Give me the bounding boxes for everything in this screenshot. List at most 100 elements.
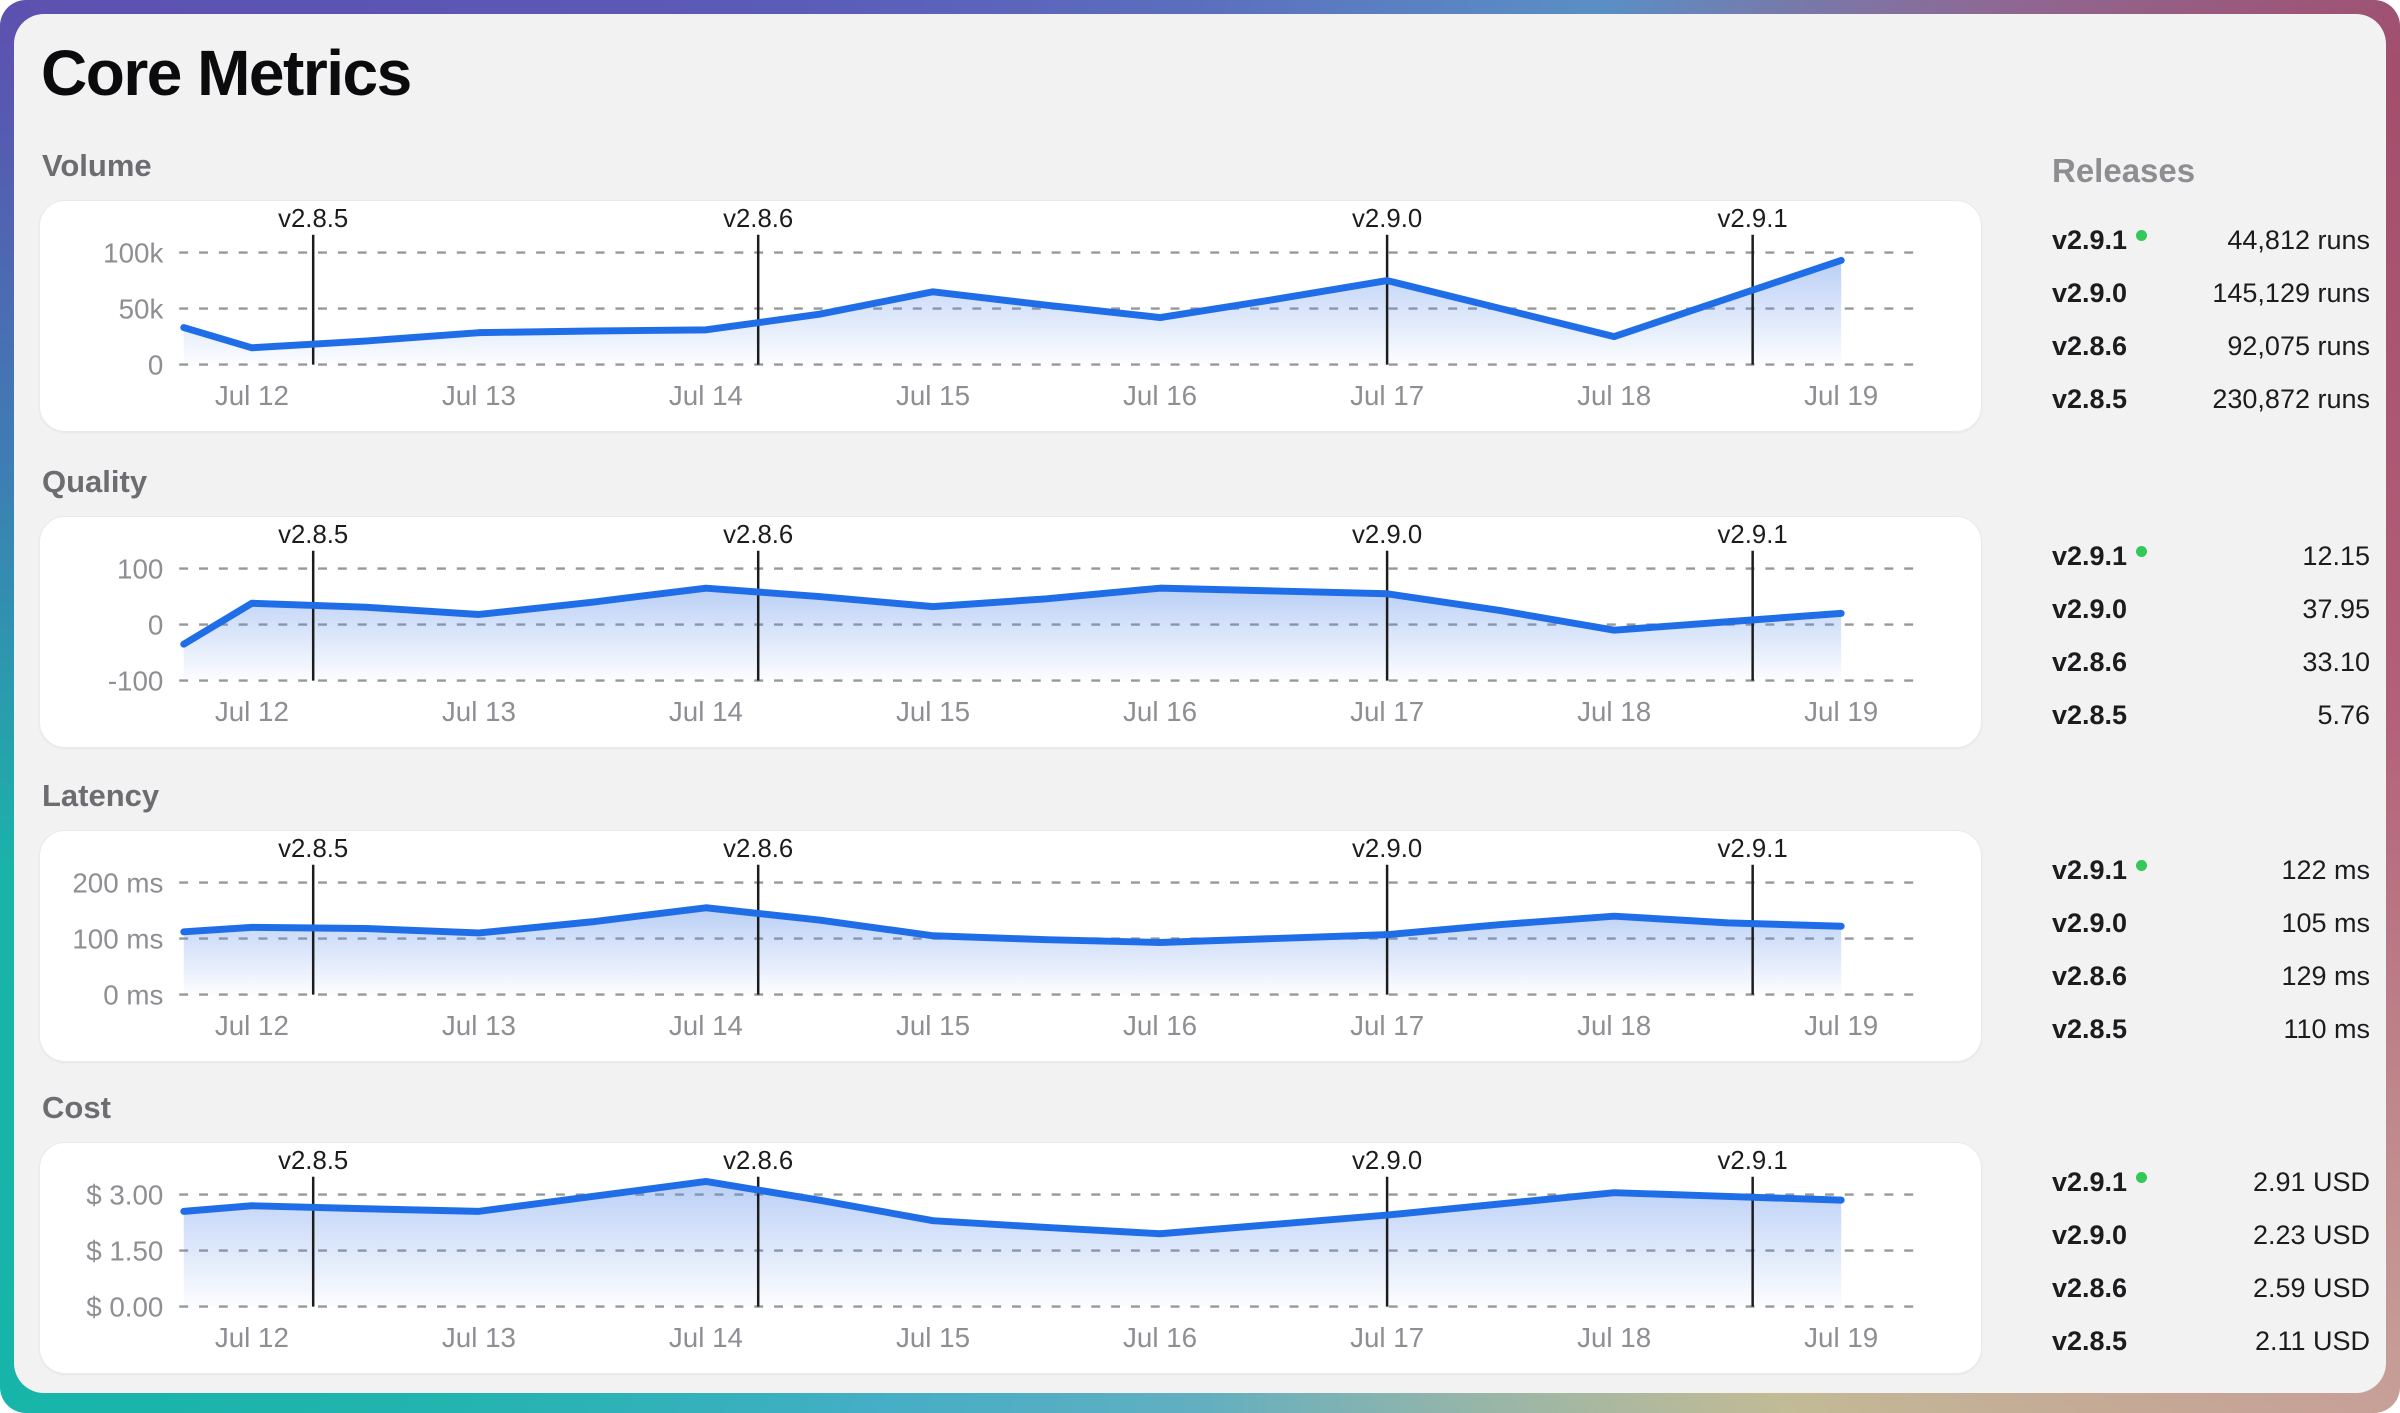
release-marker-label: v2.9.0 — [1352, 835, 1422, 863]
x-tick-label: Jul 14 — [669, 1322, 743, 1353]
x-tick-label: Jul 17 — [1350, 1322, 1424, 1353]
x-tick-label: Jul 18 — [1577, 380, 1651, 411]
x-tick-label: Jul 19 — [1804, 1322, 1878, 1353]
latency-chart-card: 200 ms 100 ms 0 ms Jul 12 Jul 13 Jul 14 Jul 15… — [39, 830, 1982, 1062]
x-tick-label: Jul 12 — [215, 696, 289, 727]
release-stat-row: v2.9.0 2.23 USD — [2034, 1209, 2378, 1262]
latency-section-label: Latency — [42, 778, 160, 813]
release-version-label: v2.9.0 — [2052, 1220, 2128, 1250]
release-stat-row: v2.8.6 129 ms — [2034, 950, 2378, 1003]
x-tick-label: Jul 13 — [442, 1322, 516, 1353]
release-marker-label: v2.9.1 — [1718, 521, 1788, 549]
latest-release-dot — [2136, 860, 2148, 871]
latest-release-dot — [2136, 546, 2148, 557]
latency-release-stats: v2.9.1 122 ms v2.9.0 105 ms v2.8.6 129 m… — [2034, 844, 2378, 1056]
release-version-label: v2.9.1 — [2052, 855, 2148, 886]
release-stat-value: 33.10 — [2302, 647, 2370, 677]
area-fill — [183, 260, 1842, 365]
y-tick-label: 100 ms — [72, 923, 163, 954]
release-version-label: v2.8.6 — [2052, 647, 2128, 677]
release-marker-label: v2.9.0 — [1352, 1147, 1422, 1175]
release-stat-value: 2.23 USD — [2252, 1220, 2370, 1250]
release-marker-label: v2.8.6 — [723, 1147, 793, 1175]
quality-section-label: Quality — [42, 464, 148, 499]
release-stat-value: 110 ms — [2283, 1014, 2370, 1044]
x-tick-label: Jul 19 — [1804, 380, 1878, 411]
x-tick-label: Jul 15 — [896, 1322, 970, 1353]
area-fill — [183, 1181, 1842, 1307]
x-tick-label: Jul 19 — [1804, 696, 1878, 727]
x-tick-label: Jul 16 — [1123, 1322, 1197, 1353]
release-version-label: v2.9.1 — [2052, 541, 2148, 572]
release-stat-row: v2.9.1 12.15 — [2034, 530, 2378, 583]
series-line — [180, 904, 1845, 946]
cost-chart-card: $ 3.00 $ 1.50 $ 0.00 Jul 12 Jul 13 Jul 14 Jul … — [39, 1142, 1982, 1374]
x-tick-label: Jul 19 — [1804, 1010, 1878, 1041]
x-tick-label: Jul 15 — [896, 1010, 970, 1041]
area-fill — [183, 907, 1842, 995]
x-tick-label: Jul 13 — [442, 380, 516, 411]
release-stat-row: v2.8.5 2.11 USD — [2034, 1315, 2378, 1368]
release-stat-row: v2.9.0 105 ms — [2034, 897, 2378, 950]
area-fill — [183, 588, 1842, 681]
x-tick-label: Jul 12 — [215, 1010, 289, 1041]
release-version-label: v2.8.5 — [2052, 1326, 2128, 1356]
y-tick-label: 100 — [117, 553, 163, 584]
release-stat-row: v2.9.1 122 ms — [2034, 844, 2378, 897]
x-tick-label: Jul 17 — [1350, 380, 1424, 411]
y-tick-label: $ 0.00 — [86, 1291, 163, 1322]
release-stat-row: v2.8.6 92,075 runs — [2034, 320, 2378, 373]
volume-chart: 100k 50k 0 Jul 12 Jul 13 Jul 14 Jul 15 Jul 16 Ju… — [103, 205, 1917, 411]
release-version-label: v2.8.5 — [2052, 384, 2128, 414]
x-tick-label: Jul 15 — [896, 380, 970, 411]
cost-section-label: Cost — [42, 1090, 111, 1125]
release-stat-value: 105 ms — [2281, 908, 2370, 938]
release-marker-label: v2.9.1 — [1718, 835, 1788, 863]
page-title: Core Metrics — [41, 37, 412, 109]
x-tick-label: Jul 13 — [442, 1010, 516, 1041]
release-stat-value: 44,812 runs — [2227, 225, 2370, 255]
release-marker-label: v2.9.1 — [1718, 205, 1788, 233]
latest-release-dot — [2136, 1172, 2148, 1183]
release-marker-label: v2.8.6 — [723, 835, 793, 863]
series-line — [180, 584, 1845, 648]
x-tick-label: Jul 14 — [669, 380, 743, 411]
release-marker-label: v2.8.5 — [278, 205, 348, 233]
releases-heading: Releases — [2052, 152, 2196, 189]
x-tick-label: Jul 13 — [442, 696, 516, 727]
x-tick-label: Jul 12 — [215, 380, 289, 411]
latest-release-dot — [2136, 230, 2148, 241]
series-line — [180, 256, 1845, 352]
release-stat-value: 2.59 USD — [2252, 1273, 2370, 1303]
y-tick-label: 100k — [103, 237, 163, 268]
y-tick-label: -100 — [108, 665, 164, 696]
release-version-label: v2.9.1 — [2052, 1167, 2148, 1198]
release-version-label: v2.8.5 — [2052, 1014, 2128, 1044]
release-stat-value: 92,075 runs — [2227, 331, 2370, 361]
release-version-label: v2.8.6 — [2052, 961, 2128, 991]
release-stat-value: 5.76 — [2317, 700, 2370, 730]
x-tick-label: Jul 18 — [1577, 696, 1651, 727]
y-tick-label: $ 3.00 — [86, 1179, 163, 1210]
quality-chart: 100 0 -100 Jul 12 Jul 13 Jul 14 Jul 15 Jul 16 Ju… — [108, 521, 1917, 727]
release-stat-value: 145,129 runs — [2212, 278, 2370, 308]
release-marker-label: v2.8.5 — [278, 1147, 348, 1175]
release-version-label: v2.8.5 — [2052, 700, 2128, 730]
cost-release-stats: v2.9.1 2.91 USD v2.9.0 2.23 USD v2.8.6 2… — [2034, 1156, 2378, 1368]
volume-section-label: Volume — [42, 148, 152, 183]
release-version-label: v2.9.0 — [2052, 594, 2128, 624]
release-stat-value: 2.91 USD — [2252, 1167, 2370, 1197]
x-tick-label: Jul 17 — [1350, 696, 1424, 727]
release-stat-value: 230,872 runs — [2212, 384, 2370, 414]
release-marker-label: v2.8.6 — [723, 521, 793, 549]
release-stat-row: v2.8.6 2.59 USD — [2034, 1262, 2378, 1315]
release-stat-row: v2.9.1 44,812 runs — [2034, 214, 2378, 267]
y-tick-label: $ 1.50 — [86, 1235, 163, 1266]
release-version-label: v2.9.1 — [2052, 225, 2148, 256]
release-marker-label: v2.8.6 — [723, 205, 793, 233]
release-stat-row: v2.8.5 230,872 runs — [2034, 373, 2378, 426]
x-tick-label: Jul 12 — [215, 1322, 289, 1353]
release-stat-row: v2.9.0 37.95 — [2034, 583, 2378, 636]
volume-release-stats: v2.9.1 44,812 runs v2.9.0 145,129 runs v… — [2034, 214, 2378, 426]
